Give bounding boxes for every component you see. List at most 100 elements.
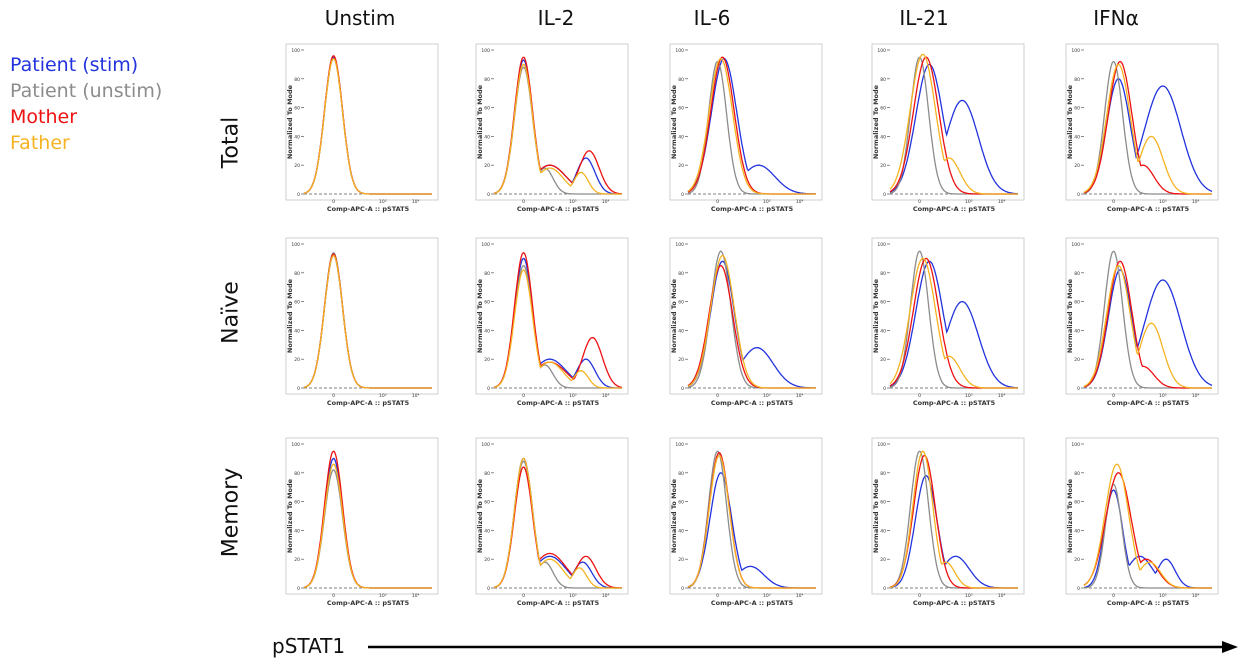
y-tick-label: 80 [678,77,684,83]
y-tick-label: 20 [484,357,490,363]
x-tick-label: 10⁴ [998,199,1006,205]
histogram-panel-total-il-6: 0 20 40 60 80 100 0 10³ 10⁴ Normalized To Mode Com… [669,43,823,213]
panel-y-axis-label: Normalized To Mode [670,478,678,553]
column-header-il-6: IL-6 [693,6,731,30]
y-tick-label: 20 [678,357,684,363]
y-tick-label: 100 [291,442,300,448]
y-tick-label: 0 [883,386,886,392]
panel-frame [1065,437,1219,595]
x-tick-label: 0 [1112,199,1115,205]
histogram-panel-memory-il-21: 0 20 40 60 80 100 0 10³ 10⁴ Normalized To Mode Com… [871,437,1025,607]
y-tick-label: 80 [678,271,684,277]
y-tick-label: 40 [294,328,300,334]
y-tick-label: 0 [883,192,886,198]
y-tick-label: 60 [1074,106,1080,112]
x-tick-label: 10³ [763,199,771,205]
y-tick-label: 20 [880,163,886,169]
x-tick-label: 10⁴ [1192,393,1200,399]
x-tick-label: 10³ [1159,199,1167,205]
x-tick-label: 10⁴ [602,199,610,205]
x-tick-label: 10⁴ [1192,593,1200,599]
y-tick-label: 60 [880,500,886,506]
legend-item-mother: Mother [10,106,78,128]
y-tick-label: 60 [880,106,886,112]
panel-frame [1065,43,1219,201]
x-tick-label: 0 [918,199,921,205]
legend-item-father: Father [10,132,70,154]
y-tick-label: 100 [481,48,490,54]
x-tick-label: 10⁴ [602,593,610,599]
panel-x-axis-label: Comp-APC-A :: pSTAT5 [327,399,410,407]
x-tick-label: 10³ [1159,593,1167,599]
x-tick-label: 10⁴ [796,593,804,599]
panel-y-axis-label: Normalized To Mode [670,278,678,353]
y-tick-label: 80 [678,471,684,477]
histogram-panel-na-ve-il-6: 0 20 40 60 80 100 0 10³ 10⁴ Normalized To Mode Com… [669,237,823,407]
panel-frame [285,43,439,201]
y-tick-label: 40 [484,528,490,534]
y-tick-label: 20 [484,557,490,563]
panel-x-axis-label: Comp-APC-A :: pSTAT5 [711,399,794,407]
y-tick-label: 20 [294,557,300,563]
y-tick-label: 60 [678,500,684,506]
y-tick-label: 100 [675,242,684,248]
x-tick-label: 10⁴ [412,199,420,205]
histogram-curve-father [1083,264,1212,389]
column-header-unstim: Unstim [324,6,396,30]
y-tick-label: 40 [1074,528,1080,534]
panel-y-axis-label: Normalized To Mode [872,478,880,553]
histogram-curve-father [1083,63,1212,195]
panel-x-axis-label: Comp-APC-A :: pSTAT5 [711,599,794,607]
histogram-panel-memory-unstim: 0 20 40 60 80 100 0 10³ 10⁴ Normalized To Mode Com… [285,437,439,607]
x-tick-label: 0 [1112,393,1115,399]
histogram-curve-father [687,254,816,389]
y-tick-label: 0 [681,386,684,392]
x-tick-label: 10³ [965,393,973,399]
panel-frame [1065,237,1219,395]
y-tick-label: 20 [1074,357,1080,363]
panel-x-axis-label: Comp-APC-A :: pSTAT5 [1107,599,1190,607]
panel-frame [871,437,1025,595]
panel-y-axis-label: Normalized To Mode [286,84,294,159]
histogram-curve-patient-stim [687,58,816,195]
y-tick-label: 100 [1071,442,1080,448]
y-tick-label: 100 [877,242,886,248]
panel-frame [669,237,823,395]
histogram-curve-mother [493,251,623,389]
panel-frame [285,437,439,595]
histogram-curve-patient-stim [889,63,1018,195]
y-tick-label: 40 [294,528,300,534]
legend-item-patient-unstim: Patient (unstim) [10,80,163,102]
x-tick-label: 10⁴ [796,199,804,205]
y-tick-label: 40 [1074,328,1080,334]
y-tick-label: 100 [291,48,300,54]
panel-frame [669,437,823,595]
x-tick-label: 10⁴ [796,393,804,399]
y-tick-label: 40 [678,528,684,534]
x-tick-label: 10³ [763,393,771,399]
y-tick-label: 60 [484,300,490,306]
histogram-panel-na-ve-il-2: 0 20 40 60 80 100 0 10³ 10⁴ Normalized To Mode Com… [475,237,629,407]
histogram-panel-memory-il-2: 0 20 40 60 80 100 0 10³ 10⁴ Normalized To Mode Com… [475,437,629,607]
panel-frame [871,237,1025,395]
x-tick-label: 10⁴ [602,393,610,399]
bottom-axis-label: pSTAT1 [272,634,346,658]
histogram-curve-father [687,57,816,195]
panel-x-axis-label: Comp-APC-A :: pSTAT5 [913,205,996,213]
y-tick-label: 100 [877,442,886,448]
panel-x-axis-label: Comp-APC-A :: pSTAT5 [327,205,410,213]
y-tick-label: 40 [880,328,886,334]
y-tick-label: 20 [294,163,300,169]
panel-y-axis-label: Normalized To Mode [1066,84,1074,159]
y-tick-label: 100 [291,242,300,248]
y-tick-label: 0 [1077,386,1080,392]
y-tick-label: 80 [880,271,886,277]
x-tick-label: 0 [332,393,335,399]
y-tick-label: 80 [880,77,886,83]
panel-y-axis-label: Normalized To Mode [476,84,484,159]
y-tick-label: 20 [880,557,886,563]
y-tick-label: 20 [294,357,300,363]
y-tick-label: 80 [1074,77,1080,83]
panel-y-axis-label: Normalized To Mode [872,84,880,159]
